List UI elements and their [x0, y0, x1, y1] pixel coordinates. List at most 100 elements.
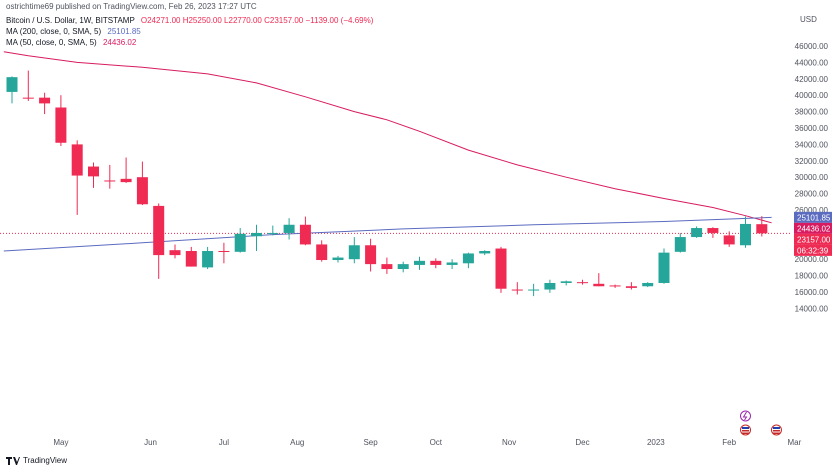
candle-up	[234, 228, 246, 253]
candle-down	[104, 164, 116, 189]
candle-body	[495, 248, 507, 289]
candle-up	[446, 259, 458, 270]
price-tag-value: 23157.00	[797, 235, 831, 244]
candle-down	[169, 244, 181, 259]
candle-body	[414, 260, 425, 265]
tradingview-logo-text: TradingView	[23, 456, 68, 465]
y-tick-label: 36000.00	[795, 124, 829, 133]
price-tag: 24436.02	[794, 222, 832, 234]
candle-body	[593, 283, 605, 287]
candle-up	[528, 283, 540, 297]
candle-body	[136, 177, 148, 205]
candle-body	[283, 224, 295, 233]
lightning-event-icon	[740, 410, 751, 422]
candle-up	[479, 250, 491, 256]
candle-body	[332, 257, 344, 261]
candle-up	[6, 76, 18, 104]
candle-body	[707, 228, 719, 233]
candle-body	[22, 97, 34, 99]
candle-down	[593, 273, 605, 287]
candle-body	[365, 245, 377, 265]
candle-body	[316, 244, 328, 261]
candle-body	[202, 251, 214, 268]
candle-down	[430, 258, 442, 269]
x-tick-label: 2023	[647, 438, 665, 447]
candle-up	[397, 261, 409, 273]
candle-down	[55, 95, 67, 147]
candle-up	[560, 280, 572, 286]
time-axis[interactable]: May Jun Jul Aug Sep Oct Nov Dec 2023 Feb Mar	[53, 438, 801, 447]
y-tick-label: 40000.00	[795, 91, 829, 100]
y-tick-label: 16000.00	[795, 288, 829, 297]
price-axis[interactable]: 14000.0016000.0018000.0020000.0022000.00…	[795, 42, 829, 313]
candle-body	[218, 251, 230, 252]
ma50-legend[interactable]: MA (50, close, 0, SMA, 5) 24436.02	[6, 38, 136, 47]
candle-up	[283, 218, 295, 240]
ohlc-legend[interactable]: Bitcoin / U.S. Dollar, 1W, BITSTAMP O242…	[6, 16, 373, 25]
x-tick-label: Nov	[502, 438, 516, 447]
candle-body	[299, 224, 311, 245]
candle-up	[251, 224, 262, 251]
candle-down	[707, 227, 719, 238]
y-tick-label: 30000.00	[795, 173, 829, 182]
candle-down	[120, 157, 132, 183]
y-tick-label: 46000.00	[795, 42, 829, 51]
ma200-line	[3, 216, 772, 252]
candle-body	[511, 289, 523, 291]
y-tick-label: 14000.00	[795, 304, 829, 313]
candle-body	[185, 251, 197, 267]
candles-layer	[6, 70, 768, 297]
price-tag: 25101.85	[794, 211, 832, 223]
candle-down	[299, 216, 311, 246]
us-flag-event-icon	[770, 424, 782, 436]
candle-up	[414, 256, 425, 270]
candle-body	[609, 285, 621, 287]
price-tag-bg	[794, 222, 832, 234]
ma200-legend[interactable]: MA (200, close, 0, SMA, 5) 25101.85	[6, 27, 141, 36]
candle-body	[397, 264, 409, 270]
candle-up	[348, 237, 360, 264]
candle-body	[528, 289, 540, 291]
candle-body	[169, 250, 181, 256]
price-tag-value: 25101.85	[797, 213, 831, 222]
candle-body	[674, 237, 686, 252]
candle-body	[658, 252, 670, 283]
ma200-label: MA (200, close, 0, SMA, 5)	[6, 27, 102, 36]
candle-body	[348, 245, 360, 260]
x-tick-label: May	[53, 438, 68, 447]
candle-up	[267, 225, 279, 236]
candle-body	[88, 166, 99, 177]
candle-body	[691, 228, 703, 238]
price-tag-value: 24436.02	[797, 224, 831, 233]
tradingview-logo[interactable]: TradingView	[6, 456, 67, 465]
candle-down	[381, 257, 393, 274]
y-tick-label: 20000.00	[795, 255, 829, 264]
x-tick-label: Mar	[788, 438, 802, 447]
countdown-bg	[794, 244, 832, 256]
candle-body	[740, 223, 751, 246]
candle-body	[104, 180, 116, 182]
candle-body	[6, 77, 18, 92]
countdown-value: 06:32:39	[797, 246, 829, 255]
price-tags: 25101.85 24436.02 23157.00 06:32:39	[794, 211, 832, 256]
ma50-line	[3, 51, 772, 224]
candle-down	[625, 282, 637, 290]
symbol-label: Bitcoin / U.S. Dollar, 1W, BITSTAMP	[6, 16, 135, 25]
tradingview-logo-icon	[6, 456, 20, 465]
y-tick-label: 42000.00	[795, 75, 829, 84]
y-tick-label: 26000.00	[795, 206, 829, 215]
candle-body	[756, 224, 768, 234]
candle-body	[267, 232, 279, 234]
candle-body	[560, 281, 572, 283]
y-tick-label: 28000.00	[795, 190, 829, 199]
candle-body	[234, 233, 246, 252]
y-tick-label: 18000.00	[795, 272, 829, 281]
candle-down	[316, 240, 328, 262]
published-caption: ostrichtime69 published on TradingView.c…	[6, 2, 257, 11]
x-tick-label: Aug	[290, 438, 304, 447]
candle-body	[55, 107, 67, 143]
event-markers[interactable]	[740, 410, 782, 436]
us-flag-event-icon	[740, 424, 751, 436]
candle-up	[674, 232, 686, 253]
